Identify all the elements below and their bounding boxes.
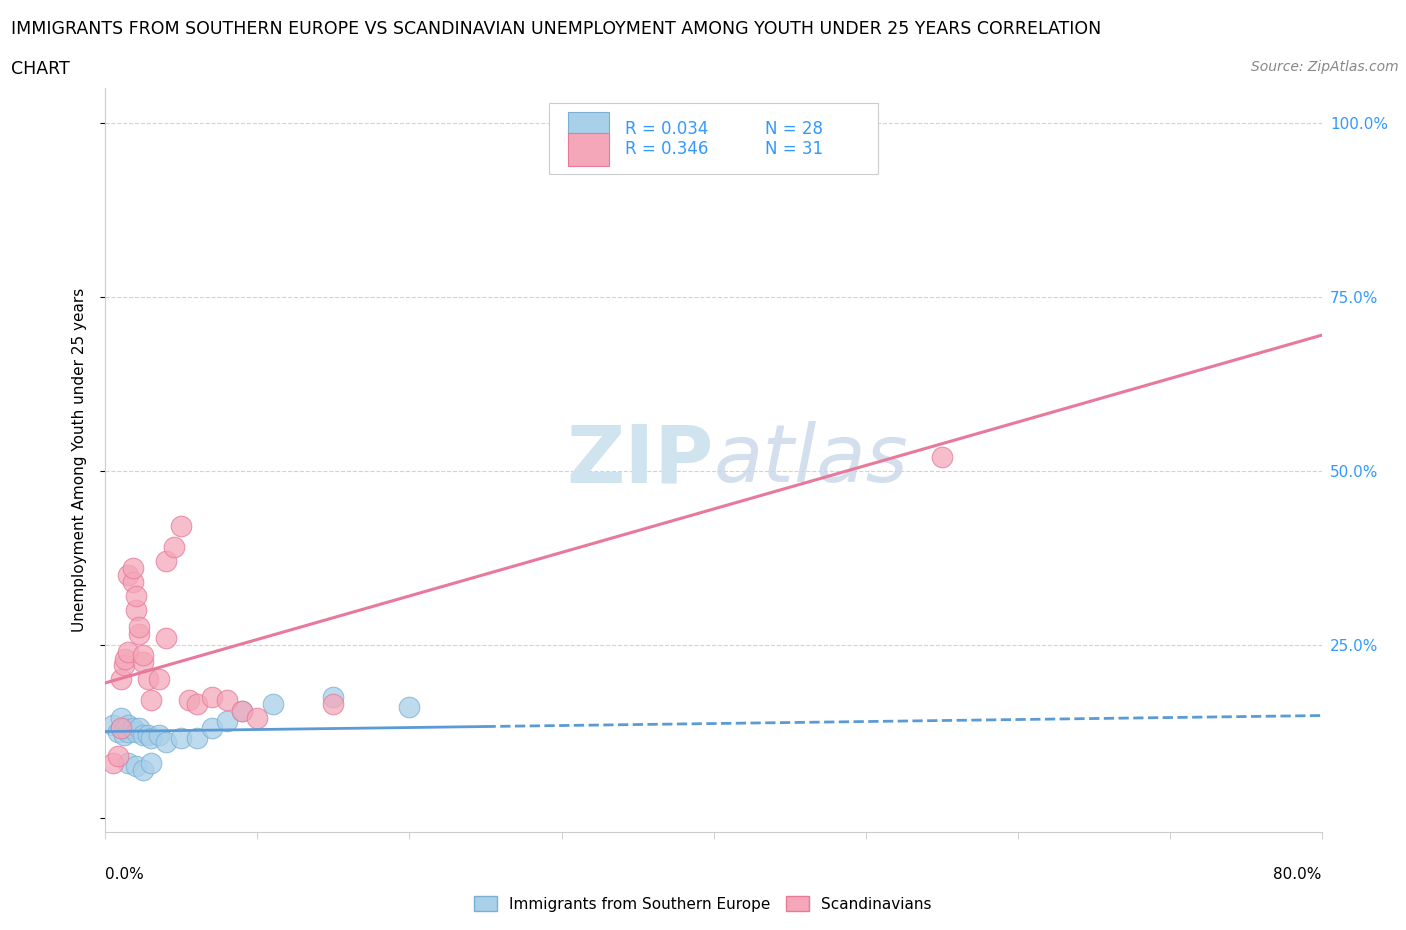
Point bbox=[125, 759, 148, 774]
Y-axis label: Unemployment Among Youth under 25 years: Unemployment Among Youth under 25 years bbox=[72, 288, 87, 632]
Point bbox=[155, 735, 177, 750]
Point bbox=[128, 721, 150, 736]
Point bbox=[110, 721, 132, 736]
Point bbox=[132, 763, 155, 777]
Text: N = 31: N = 31 bbox=[765, 140, 823, 158]
Point bbox=[101, 717, 124, 732]
Point bbox=[132, 647, 155, 662]
Point bbox=[139, 755, 162, 770]
Point bbox=[177, 693, 200, 708]
Point bbox=[246, 711, 269, 725]
Point bbox=[201, 721, 224, 736]
Point bbox=[322, 697, 344, 711]
Point bbox=[117, 567, 139, 582]
Point bbox=[148, 672, 170, 687]
Point bbox=[121, 561, 143, 576]
Point bbox=[110, 672, 132, 687]
Point bbox=[148, 727, 170, 742]
Point bbox=[170, 731, 193, 746]
Point bbox=[114, 721, 136, 736]
Point bbox=[155, 631, 177, 645]
Point bbox=[107, 724, 129, 739]
Point bbox=[163, 539, 186, 554]
Point bbox=[117, 717, 139, 732]
FancyBboxPatch shape bbox=[550, 103, 877, 174]
Legend: Immigrants from Southern Europe, Scandinavians: Immigrants from Southern Europe, Scandin… bbox=[468, 889, 938, 918]
Point bbox=[155, 553, 177, 568]
Point bbox=[186, 697, 208, 711]
Point bbox=[101, 755, 124, 770]
Point bbox=[262, 697, 284, 711]
Point bbox=[112, 658, 135, 673]
Point bbox=[136, 672, 159, 687]
Point bbox=[139, 693, 162, 708]
Point bbox=[117, 644, 139, 659]
Text: 80.0%: 80.0% bbox=[1274, 867, 1322, 882]
Text: 0.0%: 0.0% bbox=[105, 867, 145, 882]
Point bbox=[128, 619, 150, 634]
Point bbox=[121, 575, 143, 590]
Text: R = 0.346: R = 0.346 bbox=[624, 140, 709, 158]
Text: ZIP: ZIP bbox=[567, 421, 713, 499]
Point bbox=[125, 724, 148, 739]
Point bbox=[322, 689, 344, 704]
Point bbox=[139, 731, 162, 746]
Point bbox=[125, 589, 148, 604]
Point bbox=[128, 627, 150, 642]
Text: R = 0.034: R = 0.034 bbox=[624, 120, 709, 138]
Text: Source: ZipAtlas.com: Source: ZipAtlas.com bbox=[1251, 60, 1399, 74]
Point bbox=[112, 727, 135, 742]
Point bbox=[110, 711, 132, 725]
Point bbox=[117, 755, 139, 770]
Point bbox=[117, 724, 139, 739]
Point bbox=[125, 603, 148, 618]
FancyBboxPatch shape bbox=[568, 113, 609, 145]
Point bbox=[114, 651, 136, 666]
Text: N = 28: N = 28 bbox=[765, 120, 823, 138]
Point bbox=[217, 713, 239, 728]
Point bbox=[398, 699, 420, 714]
Point bbox=[231, 703, 253, 718]
Text: atlas: atlas bbox=[713, 421, 908, 499]
Point bbox=[186, 731, 208, 746]
FancyBboxPatch shape bbox=[568, 133, 609, 166]
Point bbox=[231, 703, 253, 718]
Point bbox=[132, 655, 155, 670]
Point bbox=[136, 727, 159, 742]
Point bbox=[931, 449, 953, 464]
Point bbox=[132, 727, 155, 742]
Point bbox=[201, 689, 224, 704]
Text: CHART: CHART bbox=[11, 60, 70, 78]
Point bbox=[107, 749, 129, 764]
Point bbox=[217, 693, 239, 708]
Point bbox=[110, 721, 132, 736]
Point bbox=[170, 519, 193, 534]
Point bbox=[121, 721, 143, 736]
Text: IMMIGRANTS FROM SOUTHERN EUROPE VS SCANDINAVIAN UNEMPLOYMENT AMONG YOUTH UNDER 2: IMMIGRANTS FROM SOUTHERN EUROPE VS SCAND… bbox=[11, 20, 1101, 38]
